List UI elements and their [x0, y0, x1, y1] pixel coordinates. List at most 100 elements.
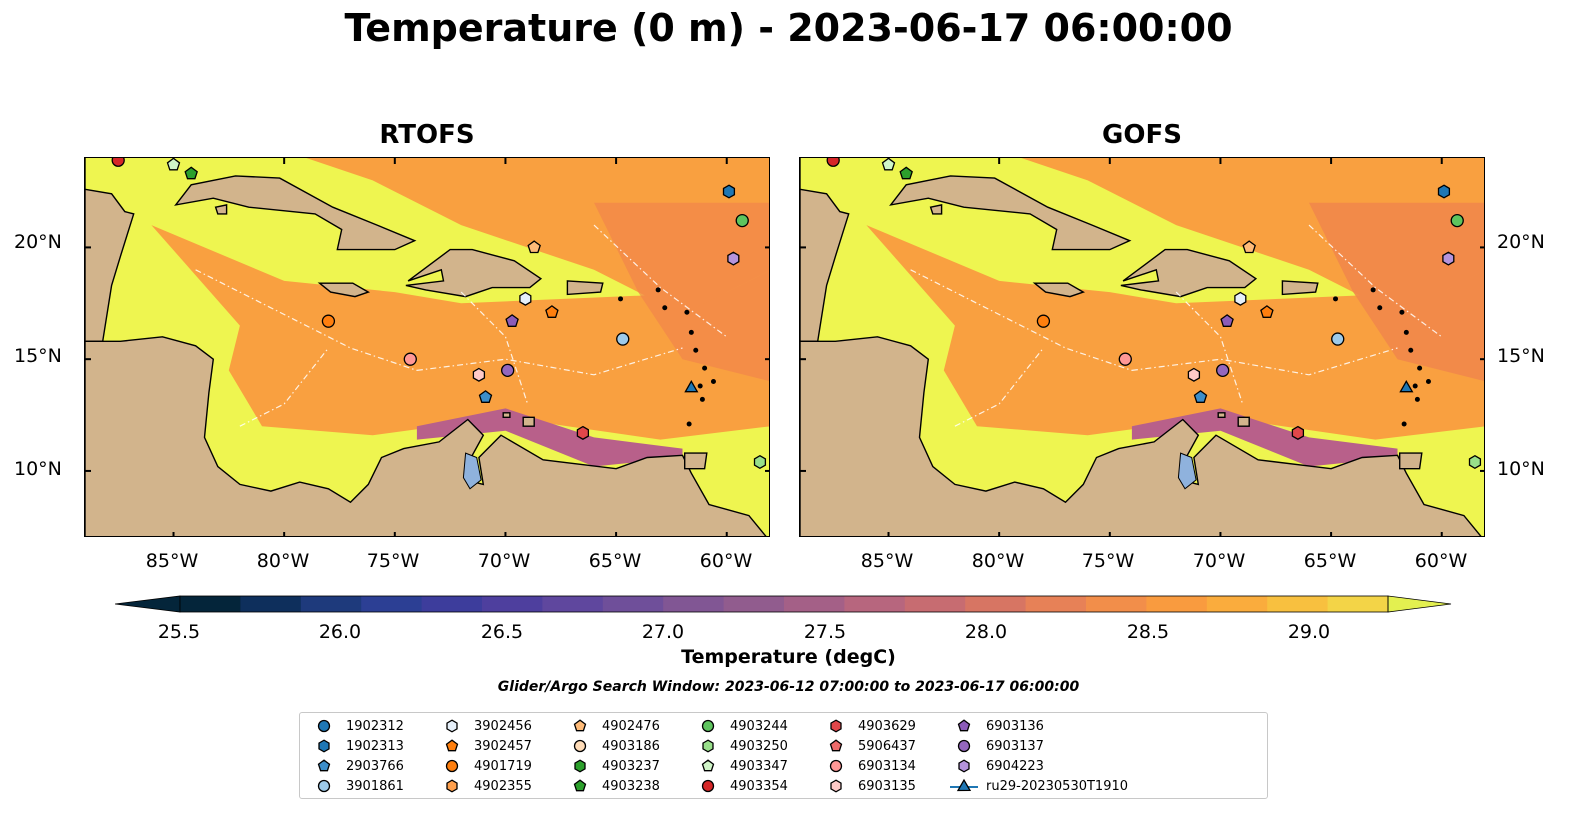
colorbar-segment — [965, 596, 1027, 612]
colorbar-segment — [542, 596, 604, 612]
land-polygon — [214, 204, 228, 215]
marker-1902313[interactable] — [722, 184, 736, 199]
pentagon-marker-icon — [317, 759, 331, 772]
colorbar-extend-low — [115, 595, 181, 613]
legend-item-ru29-20230530t1910: ru29-20230530T1910 — [950, 776, 1128, 796]
legend-label: 6903136 — [986, 718, 1044, 734]
colorbar-segment — [482, 596, 543, 612]
legend-item-3902456: 3902456 — [438, 716, 532, 736]
marker-6903136[interactable] — [505, 314, 519, 327]
marker-6904223[interactable] — [1442, 251, 1455, 266]
marker-3902456[interactable] — [1234, 291, 1247, 306]
marker-4903354[interactable] — [111, 158, 125, 167]
colorbar-segment — [1206, 596, 1268, 612]
marker-4903250[interactable] — [753, 454, 767, 470]
marker-4903347[interactable] — [881, 158, 896, 171]
marker-3901861[interactable] — [616, 332, 630, 346]
marker-2903766[interactable] — [478, 390, 493, 403]
marker-6903137[interactable] — [1216, 363, 1230, 378]
colorbar-segment — [361, 596, 423, 612]
land-polygon — [800, 336, 1482, 536]
marker-4903354[interactable] — [826, 158, 840, 167]
island-dot — [686, 421, 692, 427]
marker-4903244[interactable] — [735, 213, 749, 228]
marker-3901861[interactable] — [1331, 332, 1345, 346]
hexagon-marker-icon — [318, 739, 330, 753]
marker-3902456[interactable] — [519, 291, 532, 306]
legend-label: 6903135 — [858, 778, 916, 794]
legend-label: 6903137 — [986, 738, 1044, 754]
pentagon-marker-icon — [445, 739, 459, 752]
legend-item-6903137: 6903137 — [950, 736, 1044, 756]
marker-6903136[interactable] — [1220, 314, 1234, 327]
pentagon-marker-icon — [701, 759, 715, 772]
land-polygon — [1120, 248, 1258, 298]
marker-4902476[interactable] — [1242, 240, 1256, 254]
marker-1902313[interactable] — [1437, 184, 1451, 199]
boundary-line — [1131, 347, 1398, 376]
legend-label: 4902476 — [602, 718, 660, 734]
land-polygon — [1281, 280, 1319, 296]
colorbar-segment — [723, 596, 785, 612]
lon-label-70w-left: 70°W — [477, 550, 531, 572]
lat-label-20n-left: 20°N — [14, 231, 62, 253]
island-dot — [684, 309, 690, 315]
marker-6903137[interactable] — [501, 363, 515, 378]
marker-4902476[interactable] — [527, 240, 541, 254]
marker-4901719[interactable] — [1036, 314, 1051, 328]
rtofs-map[interactable] — [84, 157, 770, 537]
panel-title-rtofs: RTOFS — [379, 120, 475, 150]
marker-3902457[interactable] — [1260, 305, 1274, 318]
circle-marker-icon — [701, 779, 715, 793]
marker-4903347[interactable] — [166, 158, 181, 171]
legend-item-1902312: 1902312 — [310, 716, 404, 736]
colorbar-tick-26-0: 26.0 — [318, 621, 362, 643]
marker-6903134[interactable] — [1118, 352, 1132, 366]
land-polygon — [1237, 416, 1250, 427]
island-dot — [1370, 287, 1376, 293]
marker-3902457[interactable] — [545, 305, 559, 318]
colorbar-extend-high — [1387, 595, 1452, 613]
marker-4903629[interactable] — [1291, 425, 1305, 440]
island-dot — [1417, 365, 1423, 371]
legend-label: 1902312 — [346, 718, 404, 734]
legend-item-4903354: 4903354 — [694, 776, 788, 796]
marker-6903134[interactable] — [403, 352, 417, 366]
lat-label-10n-left: 10°N — [14, 458, 62, 480]
island-dot — [710, 379, 716, 385]
marker-4903250[interactable] — [1468, 454, 1482, 470]
pentagon-marker-icon — [573, 719, 587, 732]
legend-label: 4903629 — [858, 718, 916, 734]
marker-ru29-20230530t1910[interactable] — [1399, 379, 1414, 393]
colorbar-tick-26-5: 26.5 — [480, 621, 524, 643]
island-dot — [1425, 379, 1431, 385]
marker-4903238[interactable] — [899, 166, 913, 180]
land-polygon — [502, 412, 511, 418]
map-canvas — [800, 158, 1484, 536]
island-dot — [618, 296, 624, 302]
marker-2903766[interactable] — [1193, 390, 1208, 403]
figure-title: Temperature (0 m) - 2023-06-17 06:00:00 — [344, 6, 1233, 50]
marker-6904223[interactable] — [727, 251, 740, 266]
lon-label-85w-left: 85°W — [145, 550, 199, 572]
legend-item-3902457: 3902457 — [438, 736, 532, 756]
colorbar-segment — [1146, 596, 1208, 612]
marker-6903135[interactable] — [1187, 367, 1201, 382]
marker-4901719[interactable] — [321, 314, 336, 328]
legend-label: 1902313 — [346, 738, 404, 754]
gofs-map[interactable] — [799, 157, 1485, 537]
land-polygon — [405, 248, 543, 298]
legend-item-4902355: 4902355 — [438, 776, 532, 796]
hexagon-marker-icon — [830, 719, 842, 733]
colorbar-segment — [240, 596, 302, 612]
lake-maracaibo — [462, 452, 482, 490]
marker-4903629[interactable] — [576, 425, 590, 440]
marker-ru29-20230530t1910[interactable] — [684, 379, 699, 393]
hexagon-marker-icon — [702, 739, 714, 753]
marker-4903238[interactable] — [184, 166, 198, 180]
marker-4903244[interactable] — [1450, 213, 1464, 228]
marker-6903135[interactable] — [472, 367, 486, 382]
legend-item-6903134: 6903134 — [822, 756, 916, 776]
land-polygon — [522, 416, 535, 427]
legend-label: 6904223 — [986, 758, 1044, 774]
